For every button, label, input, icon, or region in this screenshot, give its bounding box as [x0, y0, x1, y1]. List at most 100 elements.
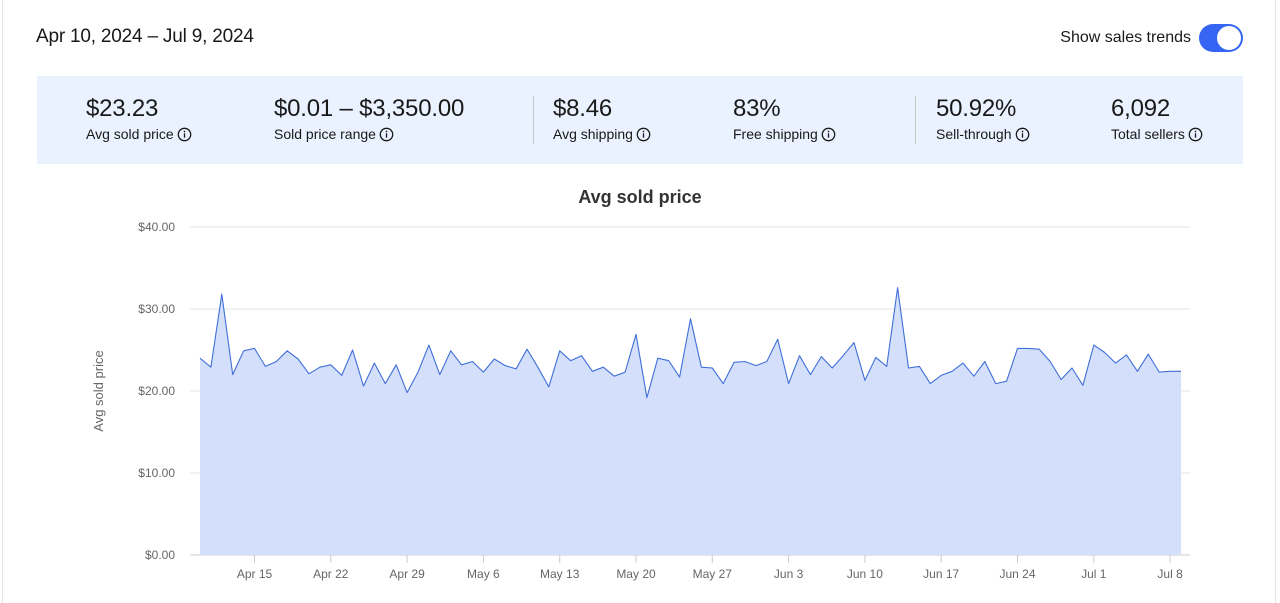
- data-point[interactable]: $19.80: [405, 390, 410, 395]
- data-point[interactable]: $25.00: [350, 348, 355, 353]
- data-point[interactable]: $23.10: [753, 363, 758, 368]
- data-point[interactable]: $25.60: [1091, 343, 1096, 348]
- data-point[interactable]: $24.70: [1102, 350, 1107, 355]
- data-point[interactable]: $24.90: [557, 348, 562, 353]
- data-point[interactable]: $22.90: [601, 365, 606, 370]
- metric-total-sellers: 6,092 Total sellers: [1111, 94, 1203, 142]
- data-point[interactable]: $23.40: [1113, 361, 1118, 366]
- data-point[interactable]: $24.00: [198, 356, 203, 361]
- data-point[interactable]: $23.60: [1048, 359, 1053, 364]
- data-point[interactable]: $20.90: [993, 381, 998, 386]
- data-point[interactable]: $24.00: [655, 356, 660, 361]
- data-point[interactable]: $25.90: [852, 340, 857, 345]
- data-point[interactable]: $23.50: [732, 360, 737, 365]
- data-point[interactable]: $21.90: [339, 373, 344, 378]
- data-point[interactable]: $24.30: [797, 353, 802, 358]
- data-point[interactable]: $23.60: [274, 359, 279, 364]
- data-point[interactable]: $22.40: [950, 369, 955, 374]
- data-point[interactable]: $23.40: [961, 361, 966, 366]
- data-point[interactable]: $22.40: [1135, 369, 1140, 374]
- data-point[interactable]: $23.70: [568, 358, 573, 363]
- data-point[interactable]: $21.30: [862, 378, 867, 383]
- data-point[interactable]: $19.20: [644, 395, 649, 400]
- data-point[interactable]: $23.00: [884, 364, 889, 369]
- data-point[interactable]: $22.30: [623, 370, 628, 375]
- info-icon[interactable]: [636, 127, 651, 142]
- data-point[interactable]: $24.20: [819, 354, 824, 359]
- data-point[interactable]: $26.90: [634, 332, 639, 337]
- data-point[interactable]: $23.60: [982, 359, 987, 364]
- data-point[interactable]: $20.90: [786, 381, 791, 386]
- data-point[interactable]: $21.70: [677, 375, 682, 380]
- data-point[interactable]: $25.60: [426, 343, 431, 348]
- data-point[interactable]: $23.60: [743, 359, 748, 364]
- data-point[interactable]: $24.90: [241, 348, 246, 353]
- data-point[interactable]: $22.90: [317, 365, 322, 370]
- data-point[interactable]: $25.20: [1015, 346, 1020, 351]
- data-point[interactable]: $20.90: [721, 381, 726, 386]
- metric-free-shipping: 83% Free shipping: [733, 94, 836, 142]
- data-point[interactable]: $24.90: [285, 348, 290, 353]
- data-point[interactable]: $23.00: [917, 364, 922, 369]
- data-point[interactable]: $24.50: [1146, 352, 1151, 357]
- data-point[interactable]: $24.30: [579, 353, 584, 358]
- data-point[interactable]: $23.20: [328, 362, 333, 367]
- data-point[interactable]: $24.40: [1124, 352, 1129, 357]
- data-point[interactable]: $23.70: [666, 358, 671, 363]
- data-point[interactable]: $22.00: [808, 372, 813, 377]
- data-point[interactable]: $20.60: [361, 384, 366, 389]
- data-point[interactable]: $23.20: [459, 362, 464, 367]
- data-point[interactable]: $24.10: [873, 355, 878, 360]
- data-point[interactable]: $22.30: [1157, 370, 1162, 375]
- data-point[interactable]: $20.90: [383, 381, 388, 386]
- data-point[interactable]: $22.80: [1070, 366, 1075, 371]
- data-point[interactable]: $25.20: [1026, 346, 1031, 351]
- data-point[interactable]: $23.90: [296, 357, 301, 362]
- data-point[interactable]: $21.80: [971, 374, 976, 379]
- data-point[interactable]: $31.80: [219, 292, 224, 297]
- data-point[interactable]: $24.90: [448, 348, 453, 353]
- data-point[interactable]: $28.80: [688, 316, 693, 321]
- data-point[interactable]: $22.40: [1179, 369, 1184, 374]
- data-point[interactable]: $22.00: [230, 372, 235, 377]
- data-point[interactable]: $32.60: [895, 285, 900, 290]
- info-icon[interactable]: [177, 127, 192, 142]
- data-point[interactable]: $22.00: [437, 372, 442, 377]
- data-point[interactable]: $21.40: [1059, 377, 1064, 382]
- data-point[interactable]: $23.00: [263, 364, 268, 369]
- data-point[interactable]: $22.30: [481, 370, 486, 375]
- data-point[interactable]: $22.80: [710, 366, 715, 371]
- data-point[interactable]: $22.90: [535, 365, 540, 370]
- data-point[interactable]: $20.70: [1080, 383, 1085, 388]
- info-icon[interactable]: [1188, 127, 1203, 142]
- data-point[interactable]: $25.10: [1037, 347, 1042, 352]
- data-point[interactable]: $26.30: [775, 337, 780, 342]
- info-icon[interactable]: [821, 127, 836, 142]
- info-icon[interactable]: [379, 127, 394, 142]
- data-point[interactable]: $23.20: [394, 362, 399, 367]
- data-point[interactable]: $21.20: [1004, 379, 1009, 384]
- data-point[interactable]: $22.90: [208, 365, 213, 370]
- data-point[interactable]: $23.40: [372, 361, 377, 366]
- data-point[interactable]: $20.50: [546, 384, 551, 389]
- data-point[interactable]: $22.40: [590, 369, 595, 374]
- info-icon[interactable]: [1015, 127, 1030, 142]
- data-point[interactable]: $20.90: [928, 381, 933, 386]
- data-point[interactable]: $23.60: [764, 359, 769, 364]
- data-point[interactable]: $22.80: [906, 366, 911, 371]
- data-point[interactable]: $22.80: [830, 366, 835, 371]
- data-point[interactable]: $23.90: [492, 357, 497, 362]
- data-point[interactable]: $25.20: [252, 346, 257, 351]
- data-point[interactable]: $22.30: [416, 370, 421, 375]
- data-point[interactable]: $21.90: [939, 373, 944, 378]
- data-point[interactable]: $23.60: [470, 359, 475, 364]
- data-point[interactable]: $22.10: [307, 371, 312, 376]
- data-point[interactable]: $25.10: [525, 347, 530, 352]
- data-point[interactable]: $22.70: [514, 366, 519, 371]
- data-point[interactable]: $22.40: [1168, 369, 1173, 374]
- data-point[interactable]: $24.30: [841, 353, 846, 358]
- data-point[interactable]: $21.80: [612, 374, 617, 379]
- data-point[interactable]: $22.90: [699, 365, 704, 370]
- sales-trends-toggle[interactable]: [1199, 24, 1243, 52]
- data-point[interactable]: $23.10: [503, 363, 508, 368]
